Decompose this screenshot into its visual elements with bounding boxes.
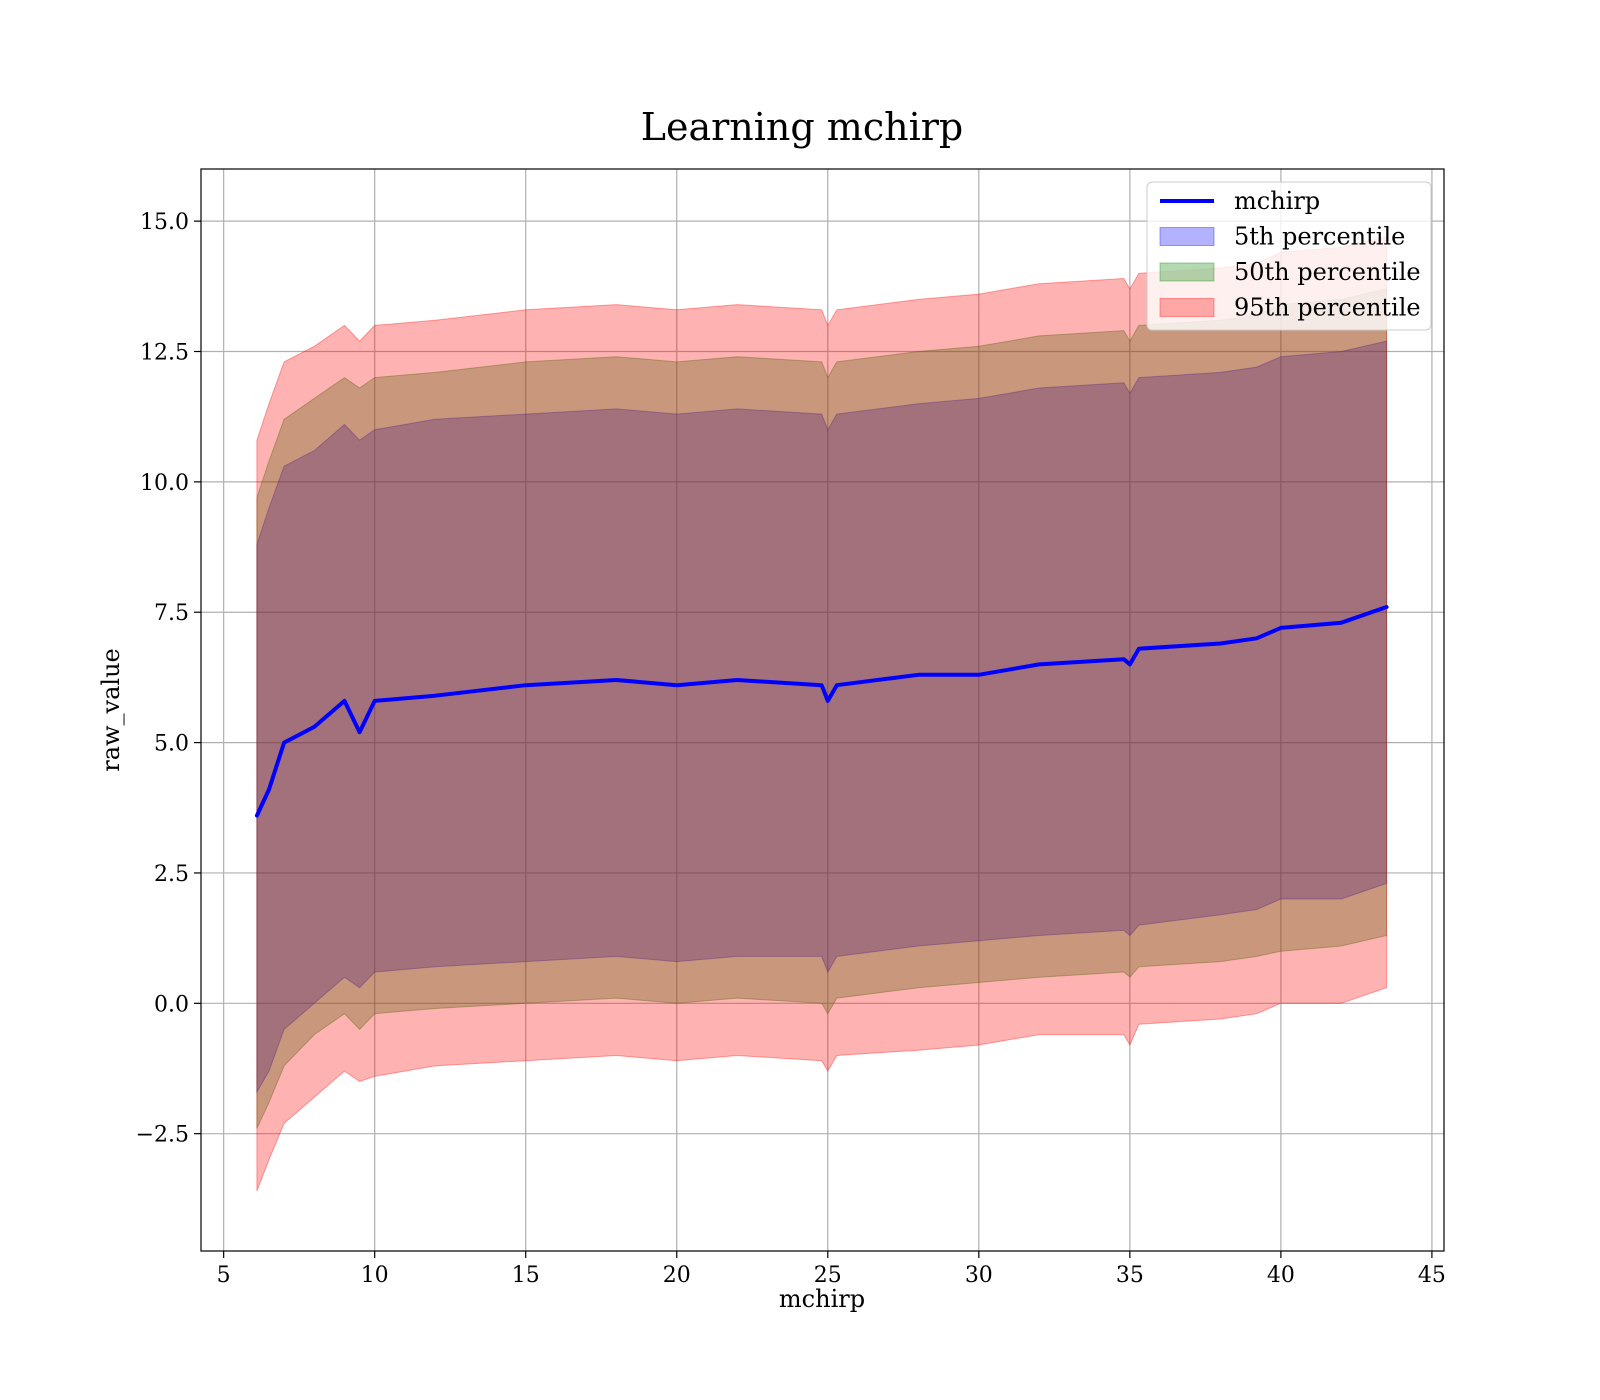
x-tick-label: 20 bbox=[663, 1263, 691, 1288]
data-point bbox=[614, 678, 618, 682]
percentile-bands bbox=[256, 236, 1388, 1192]
data-point bbox=[373, 699, 377, 703]
data-point bbox=[433, 694, 437, 698]
y-tick-label: 5.0 bbox=[154, 732, 189, 757]
data-point bbox=[343, 699, 346, 703]
legend-items: mchirp 5th percentile 50th percentile 95th … bbox=[1159, 187, 1421, 322]
y-tick-label: 7.5 bbox=[154, 601, 189, 626]
y-axis-label: raw_value bbox=[97, 648, 125, 772]
plot-frame bbox=[200, 168, 1445, 1252]
y-tick-label: −2.5 bbox=[136, 1123, 189, 1148]
data-point bbox=[282, 741, 286, 745]
data-point bbox=[1037, 662, 1041, 666]
data-point bbox=[675, 683, 679, 687]
legend-box bbox=[1146, 181, 1432, 331]
y-tick-label: 12.5 bbox=[140, 341, 189, 366]
legend-swatch-patch bbox=[1159, 227, 1215, 246]
x-tick-label: 35 bbox=[1116, 1263, 1144, 1288]
y-tick-label: 2.5 bbox=[154, 862, 189, 887]
legend-swatch-patch bbox=[1159, 262, 1215, 282]
y-axis-ticks: −2.5 0.0 2.5 5.0 7.5 10.0 12.5 15.0 bbox=[136, 210, 201, 1148]
data-point bbox=[735, 678, 739, 682]
x-tick-label: 5 bbox=[217, 1263, 231, 1288]
x-tick-label: 15 bbox=[512, 1263, 540, 1288]
band-95th-percentile bbox=[256, 236, 1388, 1192]
data-point bbox=[1122, 657, 1126, 661]
data-point bbox=[267, 788, 271, 791]
legend-label: mchirp bbox=[1234, 187, 1320, 215]
data-point bbox=[820, 683, 824, 687]
y-tick-label: 15.0 bbox=[140, 210, 189, 235]
grid bbox=[201, 169, 1444, 1251]
legend-label: 95th percentile bbox=[1234, 294, 1421, 322]
x-tick-label: 30 bbox=[965, 1263, 993, 1288]
x-tick-label: 10 bbox=[361, 1263, 389, 1288]
series-line-mchirp bbox=[254, 605, 1389, 818]
data-point bbox=[255, 814, 259, 818]
legend-swatch-patch bbox=[1159, 298, 1215, 317]
data-point bbox=[358, 730, 362, 734]
legend-label: 5th percentile bbox=[1234, 223, 1405, 251]
x-tick-label: 40 bbox=[1267, 1263, 1295, 1288]
y-tick-label: 10.0 bbox=[140, 471, 189, 496]
data-point bbox=[1385, 605, 1389, 609]
data-point bbox=[977, 673, 981, 677]
data-point bbox=[826, 699, 830, 703]
data-point bbox=[1137, 647, 1141, 651]
data-point bbox=[1219, 642, 1222, 645]
chart-title: Learning mchirp bbox=[641, 105, 963, 149]
legend: mchirp 5th percentile 50th percentile 95th … bbox=[1146, 181, 1432, 331]
y-tick-label: 0.0 bbox=[154, 992, 189, 1017]
data-point bbox=[524, 683, 528, 687]
legend-label: 50th percentile bbox=[1234, 258, 1421, 286]
data-point bbox=[1128, 662, 1132, 666]
data-point bbox=[312, 725, 316, 729]
band-5th-percentile bbox=[256, 340, 1388, 1094]
x-tick-label: 25 bbox=[814, 1263, 842, 1288]
x-tick-label: 45 bbox=[1418, 1263, 1446, 1288]
x-axis-label: mchirp bbox=[779, 1285, 865, 1313]
x-axis-ticks: 5 10 15 20 25 30 35 40 45 bbox=[217, 1251, 1446, 1288]
data-point bbox=[1255, 636, 1259, 640]
data-point bbox=[916, 673, 920, 677]
data-point bbox=[835, 683, 839, 687]
band-50th-percentile bbox=[256, 288, 1388, 1129]
data-point bbox=[1339, 621, 1343, 625]
mchirp-line-layer bbox=[254, 605, 1389, 818]
data-point bbox=[1279, 626, 1283, 630]
